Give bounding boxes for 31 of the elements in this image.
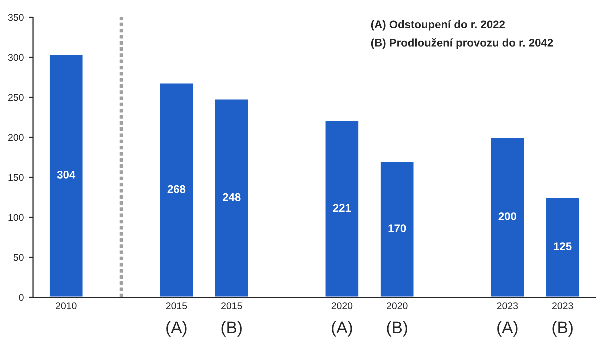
y-tick-label: 300: [8, 54, 24, 62]
data-label: 248: [222, 193, 241, 202]
y-tick-label: 50: [14, 254, 24, 262]
data-label: 268: [168, 185, 186, 194]
category-label: 2023 (B): [552, 302, 574, 337]
data-label: 200: [498, 212, 516, 220]
data-label: 304: [57, 171, 76, 179]
bar: [48, 54, 84, 298]
y-tick-label: 350: [8, 14, 24, 22]
category-label: 2020 (B): [387, 302, 408, 337]
category-label: 2015 (A): [166, 302, 188, 337]
annotation: (B) Prodloužení provozu do r. 2042: [371, 38, 554, 50]
data-label: 170: [388, 224, 406, 232]
y-tick-label: 100: [8, 214, 24, 222]
bar: [214, 98, 250, 298]
y-tick-label: 250: [8, 94, 24, 102]
bar: [545, 196, 581, 298]
y-tick-label: 200: [8, 134, 24, 142]
bar: [158, 82, 194, 298]
bar: [380, 160, 416, 298]
data-label: 221: [333, 204, 352, 212]
bar: [490, 136, 526, 298]
y-tick-label: 150: [8, 174, 24, 182]
category-label: 2023 (A): [497, 302, 518, 337]
bar: [324, 120, 360, 298]
category-label: 2015 (B): [222, 302, 242, 337]
x-tick-label: 2010: [56, 302, 77, 310]
category-label: 2020 (A): [332, 302, 353, 337]
y-tick-label: 0: [19, 294, 24, 302]
annotation: (A) Odstoupení do r. 2022: [371, 20, 506, 31]
data-label: 125: [554, 242, 572, 250]
